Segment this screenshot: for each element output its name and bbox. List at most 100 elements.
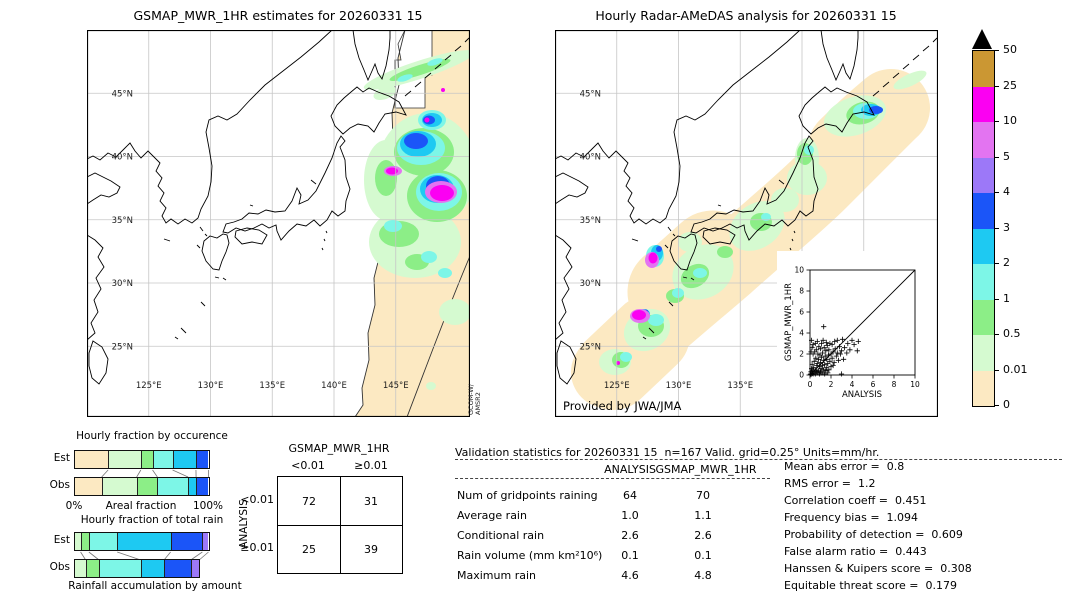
obs-bar: [74, 477, 210, 496]
right-map-precip: [571, 69, 930, 410]
lat-label: 25°N: [580, 342, 601, 352]
total-rain-fraction-chart: Hourly fraction of total rain Est Obs Ra…: [40, 514, 242, 604]
bar-segment: [140, 560, 165, 577]
colorbar-segment: [973, 51, 994, 87]
contingency-col-title: GSMAP_MWR_1HR: [288, 442, 390, 455]
stats-table-row: Maximum rain 4.6 4.8: [457, 569, 712, 582]
colorbar-tick: [994, 405, 999, 406]
scatter-inset: GSMAP_MWR_1HR 00 2 2 4 4 6 6 8 8 10 10 ANALYSIS: [777, 251, 937, 416]
map-credit: Provided by JWA/JMA: [563, 399, 682, 413]
lat-label: 45°N: [580, 89, 601, 99]
colorbar-tick-label: 10: [1003, 114, 1017, 127]
lat-label: 35°N: [112, 216, 133, 226]
axis-min-label: 0%: [65, 500, 83, 512]
statistics-title: Validation statistics for 20260331 15 n=…: [455, 446, 880, 459]
contingency-cell: 25: [302, 542, 316, 556]
stat-item: Hanssen & Kuipers score = 0.308: [784, 562, 972, 575]
y-tick-label: 0: [799, 371, 804, 380]
row-connector: [80, 551, 209, 560]
bar-segment: [75, 451, 109, 468]
x-tick-label: 6: [871, 380, 876, 389]
lat-label: 30°N: [580, 279, 601, 289]
colorbar-tick-label: 4: [1003, 185, 1010, 198]
colorbar-tick: [994, 298, 999, 300]
colorbar-segment: [973, 86, 994, 122]
stat-item: Equitable threat score = 0.179: [784, 579, 957, 592]
stat-item: Frequency bias = 1.094: [784, 511, 919, 524]
bar-segment: [190, 560, 200, 577]
y-tick-label: 6: [799, 308, 804, 317]
lon-label: 130°E: [666, 381, 692, 391]
gsmap-estimate-map: 125°E 130°E 135°E 140°E 145°E 45°N 40°N 35°N 30°…: [87, 30, 470, 417]
lat-label: 35°N: [580, 216, 601, 226]
est-row: Est: [40, 532, 235, 551]
colorbar-tick-label: 0.5: [1003, 327, 1021, 340]
scatter-points: [807, 324, 861, 378]
lat-label: 40°N: [580, 153, 601, 163]
one-to-one-line: [809, 269, 916, 376]
validation-statistics: Validation statistics for 20260331 15 n=…: [455, 446, 1067, 582]
stats-table-row: Num of gridpoints raining 64 70: [457, 489, 710, 502]
colorbar-tick: [994, 334, 999, 335]
bar-segment: [188, 478, 197, 495]
stats-table-row: Rain volume (mm km²10⁶) 0.1 0.1: [457, 549, 712, 562]
colorbar-segment: [973, 228, 994, 264]
bar-segment: [85, 560, 100, 577]
colorbar-segment: [973, 370, 994, 406]
colorbar-extend-triangle: [972, 29, 992, 49]
row-connector: [101, 469, 209, 477]
occurrence-fraction-chart: Hourly fraction by occurence Est Obs 0% …: [40, 430, 235, 516]
colorbar-tick: [994, 85, 999, 87]
divider: [455, 478, 770, 479]
left-map-geo-labels: 125°E 130°E 135°E 140°E 145°E 45°N 40°N 35°N 30°…: [112, 89, 409, 391]
lon-label: 135°E: [259, 381, 285, 391]
axis-max-label: 100%: [192, 500, 224, 512]
colorbar-tick: [994, 227, 999, 229]
gsmap-column-header: GSMAP_MWR_1HR: [655, 463, 757, 476]
contingency-col-label-1: <0.01: [291, 459, 325, 472]
total-rain-chart-footer: Rainfall accumulation by amount: [68, 580, 242, 592]
colorbar-segment: [973, 299, 994, 335]
lat-label: 25°N: [112, 342, 133, 352]
lat-label: 45°N: [112, 89, 133, 99]
stat-item: RMS error = 1.2: [784, 477, 876, 490]
est-row: Est: [40, 450, 235, 469]
right-map-border: [555, 30, 938, 417]
colorbar-tick-label: 5: [1003, 149, 1010, 163]
statistics-rows: Num of gridpoints raining 64 70 Average rai…: [455, 486, 785, 596]
stat-item: False alarm ratio = 0.443: [784, 545, 927, 558]
y-tick-label: 8: [799, 287, 804, 296]
x-tick-label: 10: [910, 380, 920, 389]
bar-segment: [75, 560, 86, 577]
analysis-column-header: ANALYSIS: [604, 463, 656, 476]
right-map-geo-labels: 125°E 130°E 135°E 45°N 40°N 35°N 30°N 25°N: [580, 89, 754, 391]
bar-segment: [88, 533, 118, 550]
bar-segment: [195, 451, 209, 468]
divider: [455, 459, 1062, 460]
stat-item: Mean abs error = 0.8: [784, 460, 905, 473]
colorbar-tick-label: 2: [1003, 256, 1010, 269]
contingency-table: GSMAP_MWR_1HR <0.01 ≥0.01 ANALYSIS <0.01…: [230, 440, 416, 586]
inset-x-axis-label: ANALYSIS: [842, 390, 882, 400]
bar-segment: [170, 533, 203, 550]
bar-segment: [164, 560, 191, 577]
colorbar-tick: [994, 263, 999, 264]
colorbar-segment: [973, 157, 994, 193]
x-tick-label: 2: [829, 380, 834, 389]
bar-segment: [202, 533, 209, 550]
left-map-border: [87, 30, 470, 417]
colorbar-tick-label: 0.01: [1003, 362, 1028, 376]
bar-segment: [75, 533, 81, 550]
colorbar-segment: [973, 193, 994, 229]
bar-segment: [101, 478, 137, 495]
est-row-label: Est: [53, 452, 70, 464]
bar-segment: [140, 451, 153, 468]
colorbar-tick-label: 3: [1003, 220, 1010, 234]
colorbar-tick: [994, 50, 999, 51]
colorbar-tick: [994, 369, 999, 371]
left-map-gridlines: [87, 30, 470, 417]
stats-table-row: Conditional rain 2.6 2.6: [457, 529, 712, 542]
bar-segment: [75, 478, 102, 495]
colorbar-tick-label: 0: [1003, 398, 1010, 411]
